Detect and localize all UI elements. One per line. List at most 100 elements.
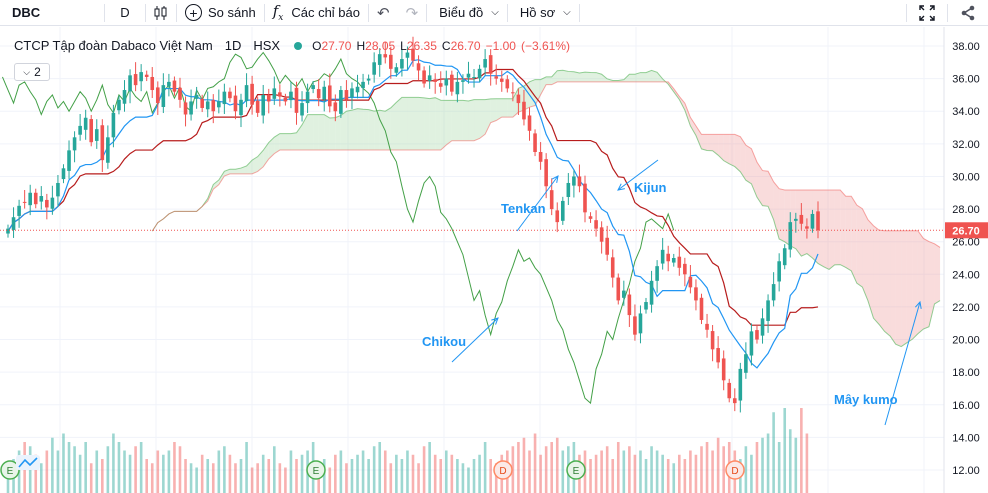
chevron-down-icon: ⌵: [563, 7, 571, 18]
volume-bar: [650, 446, 653, 493]
kumo-cloud-segment: [629, 74, 635, 82]
share-button[interactable]: [948, 0, 988, 26]
kumo-cloud-segment: [818, 189, 824, 267]
price-axis-tick: 34.00: [952, 106, 980, 118]
candle-body: [566, 182, 571, 198]
undo-button[interactable]: ↶: [369, 0, 398, 26]
candle-body: [683, 263, 687, 275]
interval-button[interactable]: D: [120, 5, 130, 20]
volume-bar: [89, 463, 93, 493]
redo-button[interactable]: ↷: [398, 0, 427, 26]
candle-body: [710, 331, 715, 350]
candle-body: [816, 211, 820, 231]
candle-body: [644, 302, 648, 310]
candle-body: [749, 331, 754, 356]
candle-body: [494, 76, 499, 79]
volume-bar: [633, 454, 637, 493]
volume-bar: [800, 408, 803, 493]
candle-body: [94, 129, 99, 141]
top-toolbar: DBC D + So sánh fx Các chỉ báo ↶ ↷ Biểu …: [0, 0, 988, 26]
candle-body: [294, 87, 299, 113]
volume-bar: [666, 459, 670, 493]
kumo-cloud-segment: [901, 230, 907, 347]
candle-body: [427, 75, 432, 81]
price-axis-tick: 28.00: [952, 204, 980, 216]
price-axis-tick: 22.00: [952, 302, 980, 314]
chevron-down-icon: ⌵: [491, 7, 499, 18]
divider: [176, 3, 177, 22]
volume-bar: [395, 454, 398, 493]
kumo-cloud-segment: [801, 189, 807, 257]
kumo-cloud-segment: [934, 243, 941, 304]
candle-body: [283, 97, 288, 102]
kumo-cloud-segment: [557, 70, 563, 82]
candle-body: [738, 368, 743, 401]
candles-icon: [154, 5, 167, 20]
kumo-cloud-segment: [734, 134, 741, 172]
volume-bar: [450, 454, 454, 493]
legend-exchange: HSX: [253, 38, 281, 53]
kumo-cloud-segment: [651, 70, 658, 82]
candle-body: [316, 89, 321, 99]
kumo-cloud-segment: [912, 230, 918, 340]
kumo-cloud-segment: [368, 109, 375, 151]
volume-bar: [300, 454, 304, 493]
candle-body: [649, 280, 654, 305]
kumo-cloud-segment: [474, 99, 480, 141]
kumo-cloud-segment: [590, 72, 597, 82]
event-marker-icon: [493, 460, 513, 480]
kumo-cloud-segment: [712, 134, 719, 156]
kumo-cloud-segment: [723, 134, 730, 164]
chart-style-button[interactable]: [146, 0, 176, 26]
volume-bar: [223, 446, 226, 493]
profile-menu[interactable]: Hồ sơ ⌵: [508, 0, 579, 26]
volume-bar: [334, 454, 337, 493]
candle-body: [183, 102, 188, 115]
volume-bar: [472, 459, 476, 493]
chikou-arrow-head: [491, 317, 499, 325]
candle-body: [272, 88, 277, 99]
market-status-icon: [294, 41, 303, 50]
candle-body: [694, 287, 698, 301]
fullscreen-button[interactable]: [907, 0, 947, 26]
chart-type-menu[interactable]: Biểu đồ ⌵: [427, 0, 507, 26]
volume-bar: [594, 454, 598, 493]
volume-bar: [561, 450, 565, 493]
candle-body: [511, 92, 515, 94]
divider: [104, 3, 105, 22]
candle-body: [28, 192, 32, 206]
kumo-cloud-segment: [401, 97, 408, 151]
volume-bar: [794, 437, 798, 493]
undo-icon: ↶: [377, 4, 390, 22]
symbol-search[interactable]: DBC: [12, 5, 41, 20]
indicators-button[interactable]: fx Các chỉ báo: [265, 0, 368, 26]
candle-body: [549, 190, 554, 210]
kumo-cloud-segment: [340, 111, 347, 151]
kumo-cloud-segment: [396, 97, 402, 151]
candle-body: [11, 217, 16, 230]
volume-bar: [544, 446, 548, 493]
candle-body: [194, 94, 199, 99]
candle-body: [472, 76, 476, 78]
volume-bar: [128, 454, 132, 493]
kumo-cloud-segment: [418, 97, 425, 151]
chart-legend: CTCP Tập đoàn Dabaco Việt Nam 1D HSX O27…: [14, 38, 570, 53]
candle-body: [583, 183, 587, 213]
compare-button[interactable]: + So sánh: [177, 0, 264, 26]
candle-body: [622, 290, 626, 298]
candle-body: [100, 125, 105, 161]
kumo-cloud-segment: [756, 162, 763, 206]
collapse-indicators-button[interactable]: ⌵ 2: [14, 63, 50, 81]
price-chart[interactable]: E E D E D 38.00 36.00 34.00 32.00 30.00 28.00 26.00…: [0, 27, 988, 493]
volume-bar: [711, 450, 714, 493]
candle-body: [638, 313, 643, 334]
volume-bar: [184, 459, 187, 493]
kumo-cloud-segment: [490, 98, 497, 123]
volume-bar: [51, 437, 54, 493]
chart-area[interactable]: E E D E D 38.00 36.00 34.00 32.00 30.00 28.00 26.00…: [0, 27, 988, 493]
price-axis-tick: 36.00: [952, 74, 980, 86]
chevron-down-icon: ⌵: [23, 66, 31, 77]
volume-bar: [62, 433, 65, 493]
volume-bar: [145, 459, 148, 493]
volume-bar: [694, 454, 698, 493]
